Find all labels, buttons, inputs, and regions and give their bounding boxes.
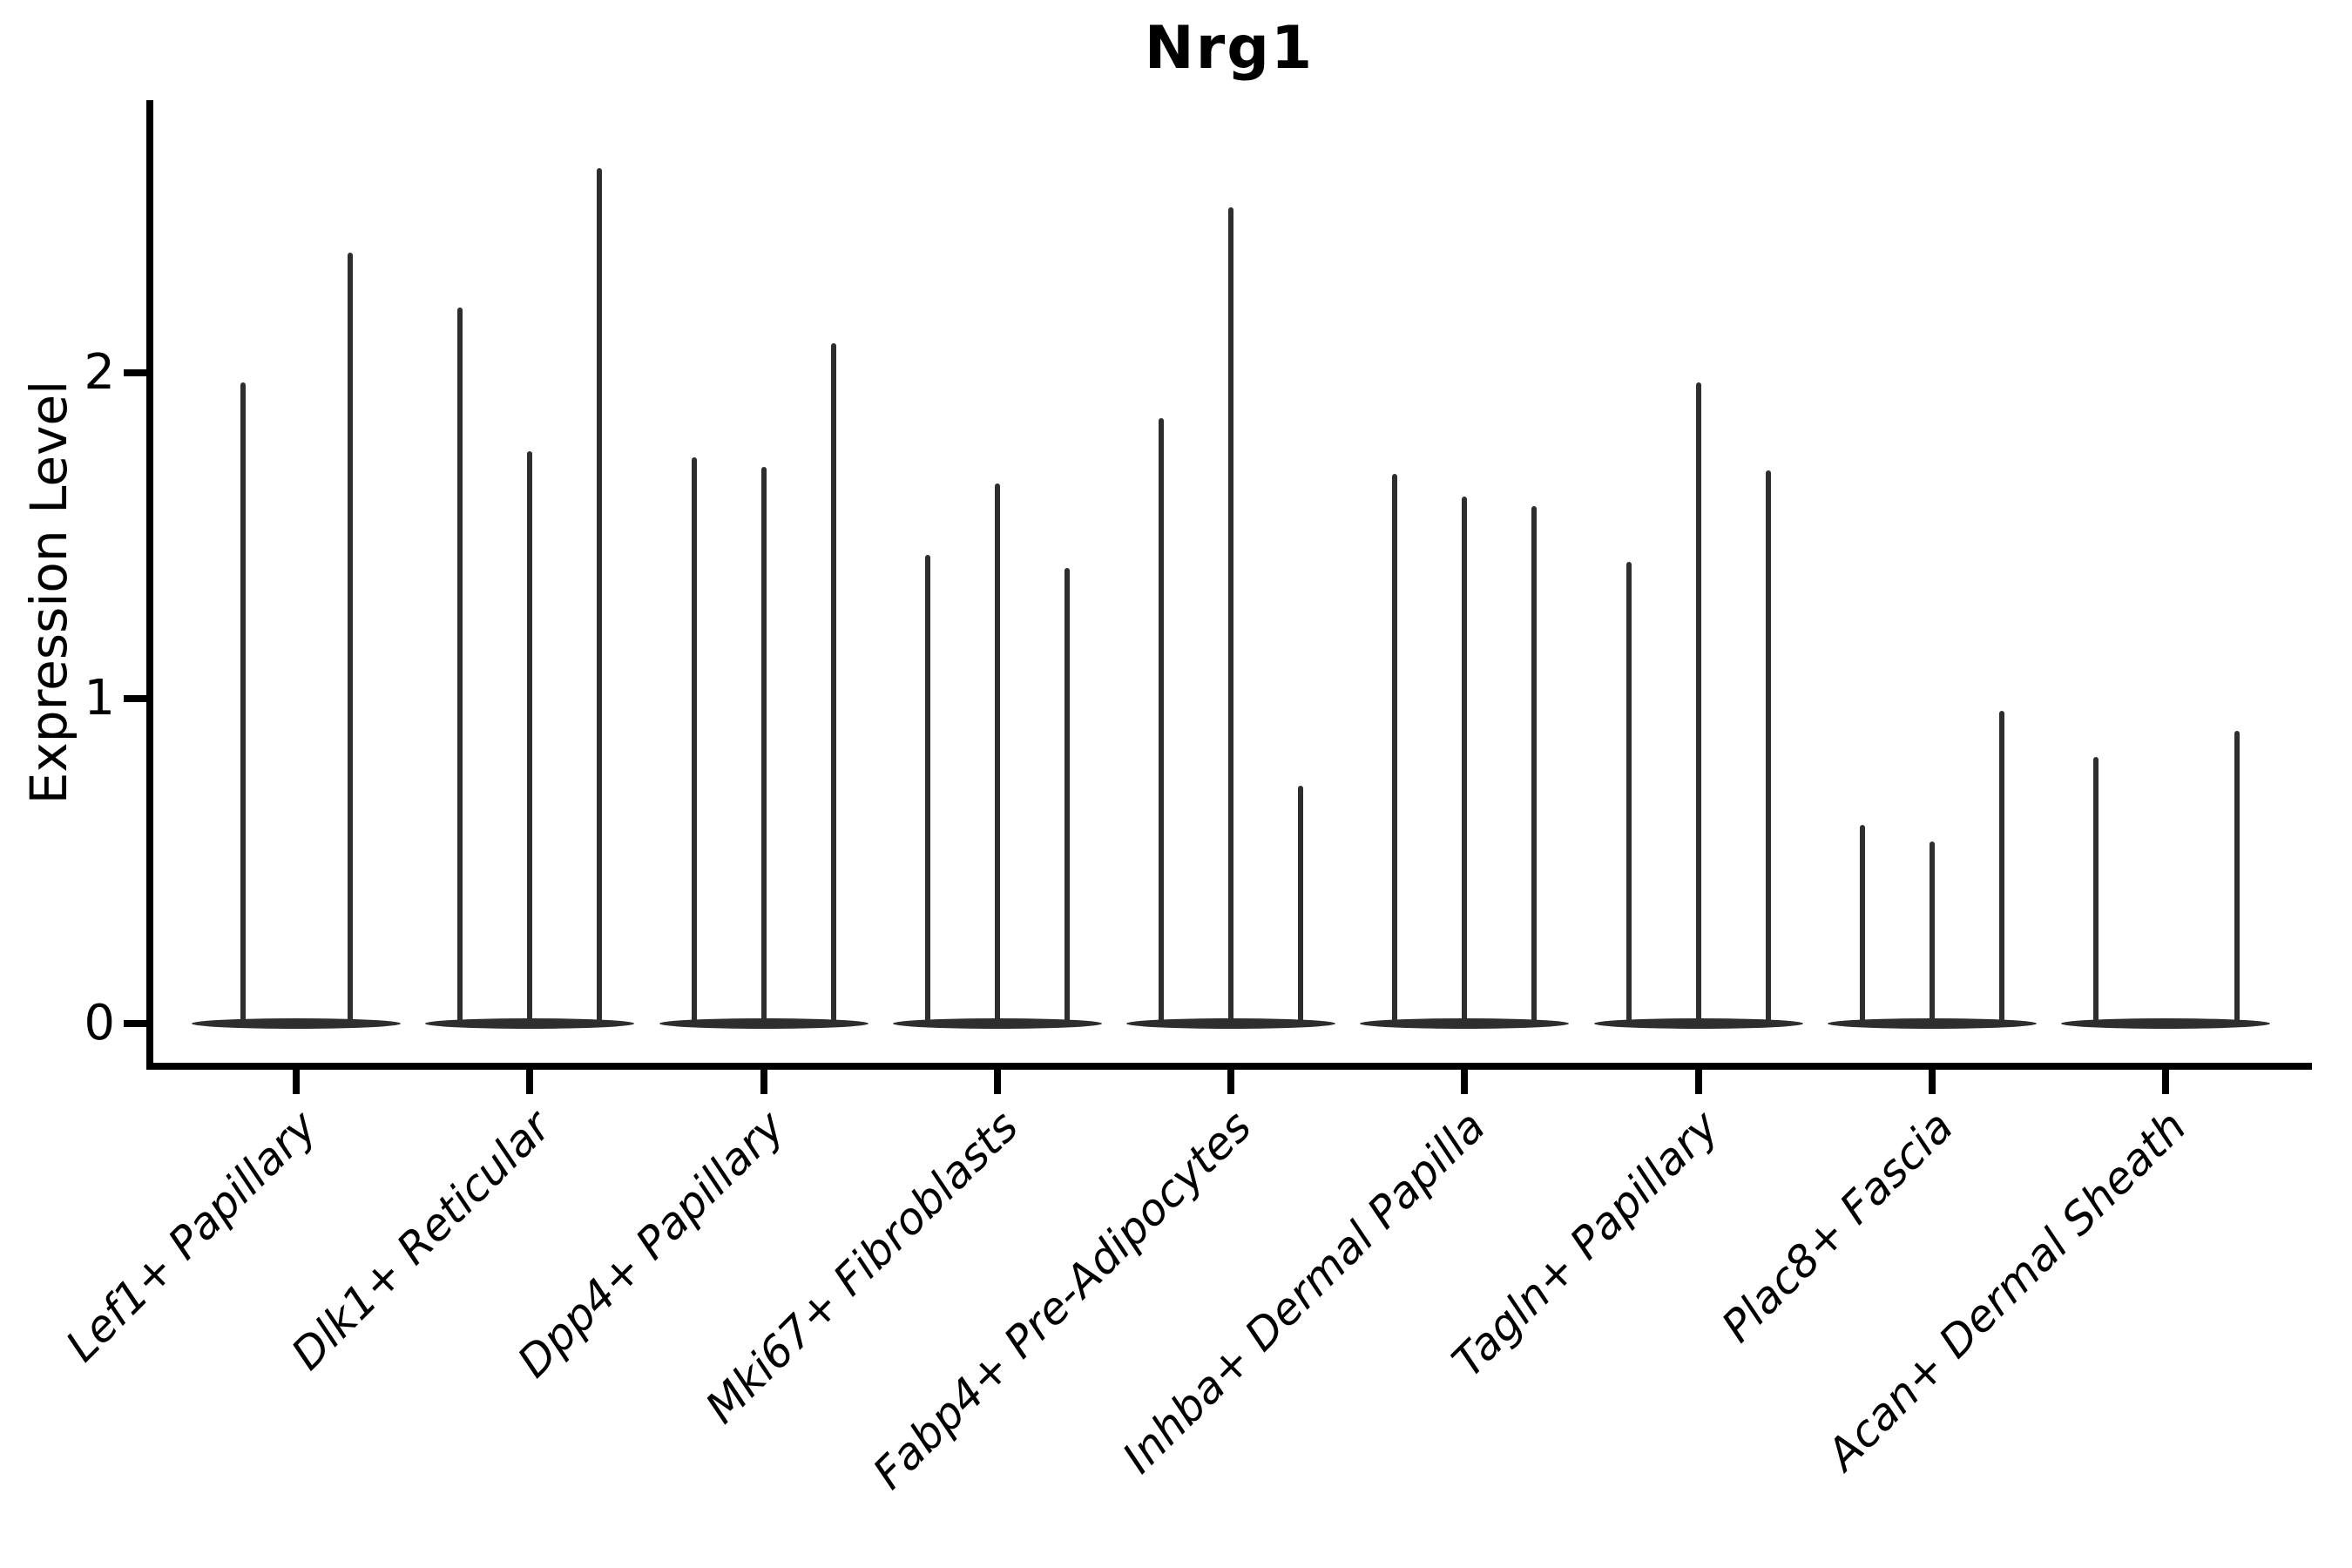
y-tick-label: 2 [84,344,115,401]
x-category-label: Dlk1+ Reticular [281,1101,561,1380]
x-tick-mark [526,1070,534,1094]
violin-needle [1998,711,2004,1027]
violin-needle [348,252,353,1027]
x-tick-mark [993,1070,1001,1094]
y-tick-mark [124,369,146,376]
violin-needle [1298,786,1303,1027]
violin-needle [1159,418,1164,1027]
violin-needle [1765,470,1771,1027]
y-axis-line [146,100,153,1070]
x-tick-mark [1694,1070,1702,1094]
violin-needle [1859,825,1865,1027]
violin-needle [924,555,930,1027]
y-tick-mark [124,1020,146,1027]
x-tick-mark [1461,1070,1469,1094]
x-tick-mark [2162,1070,2169,1094]
violin-base-9 [2061,1018,2270,1029]
violin-needle [1462,496,1468,1027]
violin-needle [1695,382,1701,1027]
violin-needle [240,382,246,1027]
y-tick-mark [124,694,146,702]
violin-needle [1392,473,1398,1027]
x-tick-mark [293,1070,300,1094]
violin-needle [1625,561,1632,1027]
x-tick-mark [760,1070,767,1094]
violin-needle [1531,506,1538,1027]
violin-needle [597,167,603,1027]
plot-title: Nrg1 [1144,14,1315,83]
y-tick-label: 0 [84,995,115,1051]
violin-needle [457,308,463,1027]
violin-needle [1228,206,1233,1027]
x-category-label: Fabp4+ Pre-Adipocytes [863,1101,1262,1499]
violin-needle [760,467,767,1027]
x-category-label: Plac8+ Fascia [1711,1101,1963,1352]
y-axis-label: Expression Level [19,380,78,805]
violin-needle [1064,568,1070,1027]
y-tick-label: 1 [84,669,115,727]
violin-base-1 [192,1018,401,1029]
violin-needle [527,450,533,1027]
violin-needle [2234,730,2240,1027]
violin-needle [1929,841,1935,1027]
violin-needle [2093,756,2099,1027]
violin-needle [691,457,697,1027]
x-tick-mark [1227,1070,1234,1094]
violin-needle [994,483,1000,1027]
x-category-label: Lef1+ Papillary [56,1101,328,1372]
violin-needle [830,343,836,1027]
x-axis-line [146,1063,2312,1070]
x-tick-mark [1928,1070,1936,1094]
